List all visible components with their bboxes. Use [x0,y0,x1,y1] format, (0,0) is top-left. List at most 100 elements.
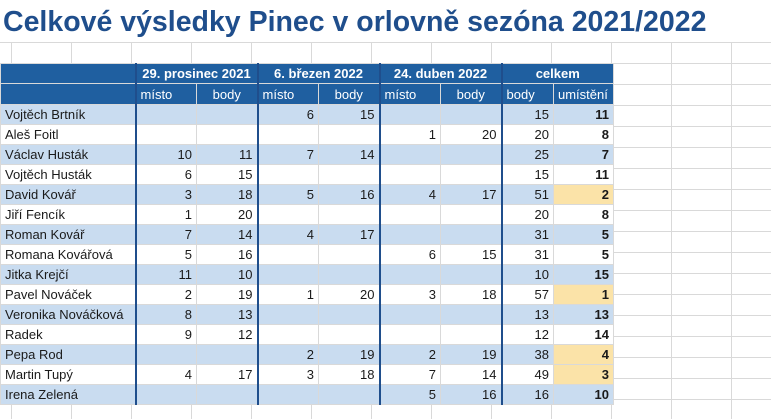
table-row[interactable]: Vojtěch Brtník 6 15 15 11 [0,104,614,125]
cell-event2-points[interactable]: 17 [318,224,380,245]
cell-event2-place[interactable] [256,264,319,285]
table-row[interactable]: Pepa Rod 2 19 2 19 38 4 [0,344,614,365]
cell-event3-place[interactable]: 2 [378,344,441,365]
cell-event1-points[interactable] [196,104,258,125]
table-row[interactable]: Pavel Nováček 2 19 1 20 3 18 57 1 [0,284,614,305]
cell-event2-place[interactable] [256,244,319,265]
table-row[interactable]: Aleš Foitl 1 20 20 8 [0,124,614,145]
cell-event2-points[interactable]: 20 [318,284,380,305]
cell-name[interactable]: Václav Husták [0,144,136,165]
cell-event2-points[interactable] [318,304,380,325]
cell-rank[interactable]: 8 [553,124,614,145]
cell-name[interactable]: Radek [0,324,136,345]
cell-rank[interactable]: 15 [553,264,614,285]
cell-name[interactable]: Roman Kovář [0,224,136,245]
cell-event2-place[interactable] [256,324,319,345]
cell-event2-place[interactable]: 3 [256,364,319,385]
cell-event2-points[interactable]: 16 [318,184,380,205]
cell-name[interactable]: Jitka Krejčí [0,264,136,285]
table-row[interactable]: Radek 9 12 12 14 [0,324,614,345]
cell-event1-points[interactable] [196,384,258,405]
cell-name[interactable]: Vojtěch Husták [0,164,136,185]
table-row[interactable]: Veronika Nováčková 8 13 13 13 [0,304,614,325]
cell-total-points[interactable]: 10 [500,264,554,285]
cell-event2-place[interactable] [256,164,319,185]
cell-total-points[interactable]: 49 [500,364,554,385]
cell-event2-place[interactable]: 1 [256,284,319,305]
cell-total-points[interactable]: 16 [500,384,554,405]
cell-event3-points[interactable] [440,304,502,325]
cell-event1-points[interactable] [196,344,258,365]
cell-event1-place[interactable]: 10 [134,144,197,165]
cell-rank[interactable]: 3 [553,364,614,385]
cell-name[interactable]: Jiří Fencík [0,204,136,225]
cell-event1-points[interactable]: 18 [196,184,258,205]
cell-event2-place[interactable]: 4 [256,224,319,245]
cell-event2-points[interactable] [318,204,380,225]
cell-total-points[interactable]: 51 [500,184,554,205]
cell-rank[interactable]: 2 [553,184,614,205]
cell-event1-place[interactable]: 2 [134,284,197,305]
cell-event3-points[interactable]: 20 [440,124,502,145]
table-row[interactable]: Irena Zelená 5 16 16 10 [0,384,614,405]
cell-total-points[interactable]: 57 [500,284,554,305]
cell-event1-place[interactable] [134,384,197,405]
cell-event3-place[interactable] [378,324,441,345]
cell-total-points[interactable]: 20 [500,124,554,145]
cell-event2-points[interactable] [318,244,380,265]
cell-event3-place[interactable] [378,224,441,245]
table-row[interactable]: Martin Tupý 4 17 3 18 7 14 49 3 [0,364,614,385]
cell-total-points[interactable]: 31 [500,244,554,265]
cell-event1-points[interactable]: 19 [196,284,258,305]
cell-event3-points[interactable]: 18 [440,284,502,305]
cell-event3-points[interactable]: 14 [440,364,502,385]
cell-rank[interactable]: 10 [553,384,614,405]
table-row[interactable]: Romana Kovářová 5 16 6 15 31 5 [0,244,614,265]
cell-event3-place[interactable] [378,204,441,225]
cell-rank[interactable]: 5 [553,224,614,245]
cell-event3-points[interactable] [440,224,502,245]
cell-event1-place[interactable]: 6 [134,164,197,185]
cell-event1-place[interactable] [134,124,197,145]
cell-rank[interactable]: 11 [553,104,614,125]
cell-event3-place[interactable] [378,264,441,285]
cell-event2-place[interactable]: 2 [256,344,319,365]
cell-event2-points[interactable] [318,324,380,345]
cell-event2-points[interactable] [318,164,380,185]
cell-name[interactable]: Aleš Foitl [0,124,136,145]
cell-event3-points[interactable]: 17 [440,184,502,205]
cell-event2-points[interactable] [318,384,380,405]
cell-name[interactable]: Vojtěch Brtník [0,104,136,125]
cell-name[interactable]: Romana Kovářová [0,244,136,265]
cell-event2-points[interactable] [318,264,380,285]
header-points-2[interactable]: body [318,83,380,105]
cell-rank[interactable]: 14 [553,324,614,345]
cell-event2-points[interactable]: 19 [318,344,380,365]
cell-event3-place[interactable]: 7 [378,364,441,385]
cell-event3-points[interactable] [440,264,502,285]
cell-event1-points[interactable]: 15 [196,164,258,185]
cell-event3-points[interactable] [440,204,502,225]
cell-event1-points[interactable]: 13 [196,304,258,325]
cell-event2-points[interactable]: 14 [318,144,380,165]
cell-event1-points[interactable] [196,124,258,145]
cell-rank[interactable]: 13 [553,304,614,325]
cell-event1-place[interactable]: 7 [134,224,197,245]
header-points-1[interactable]: body [196,83,258,105]
header-total-points[interactable]: body [500,83,554,105]
header-event-2[interactable]: 6. březen 2022 [256,63,380,84]
cell-event1-points[interactable]: 16 [196,244,258,265]
header-total[interactable]: celkem [500,63,614,84]
table-row[interactable]: Jitka Krejčí 11 10 10 15 [0,264,614,285]
cell-rank[interactable]: 1 [553,284,614,305]
cell-event2-place[interactable]: 6 [256,104,319,125]
table-row[interactable]: Vojtěch Husták 6 15 15 11 [0,164,614,185]
cell-event3-place[interactable]: 1 [378,124,441,145]
table-row[interactable]: Václav Husták 10 11 7 14 25 7 [0,144,614,165]
cell-event1-points[interactable]: 11 [196,144,258,165]
table-row[interactable]: David Kovář 3 18 5 16 4 17 51 2 [0,184,614,205]
cell-event3-place[interactable] [378,304,441,325]
cell-total-points[interactable]: 12 [500,324,554,345]
cell-event3-place[interactable]: 6 [378,244,441,265]
cell-event1-place[interactable] [134,344,197,365]
